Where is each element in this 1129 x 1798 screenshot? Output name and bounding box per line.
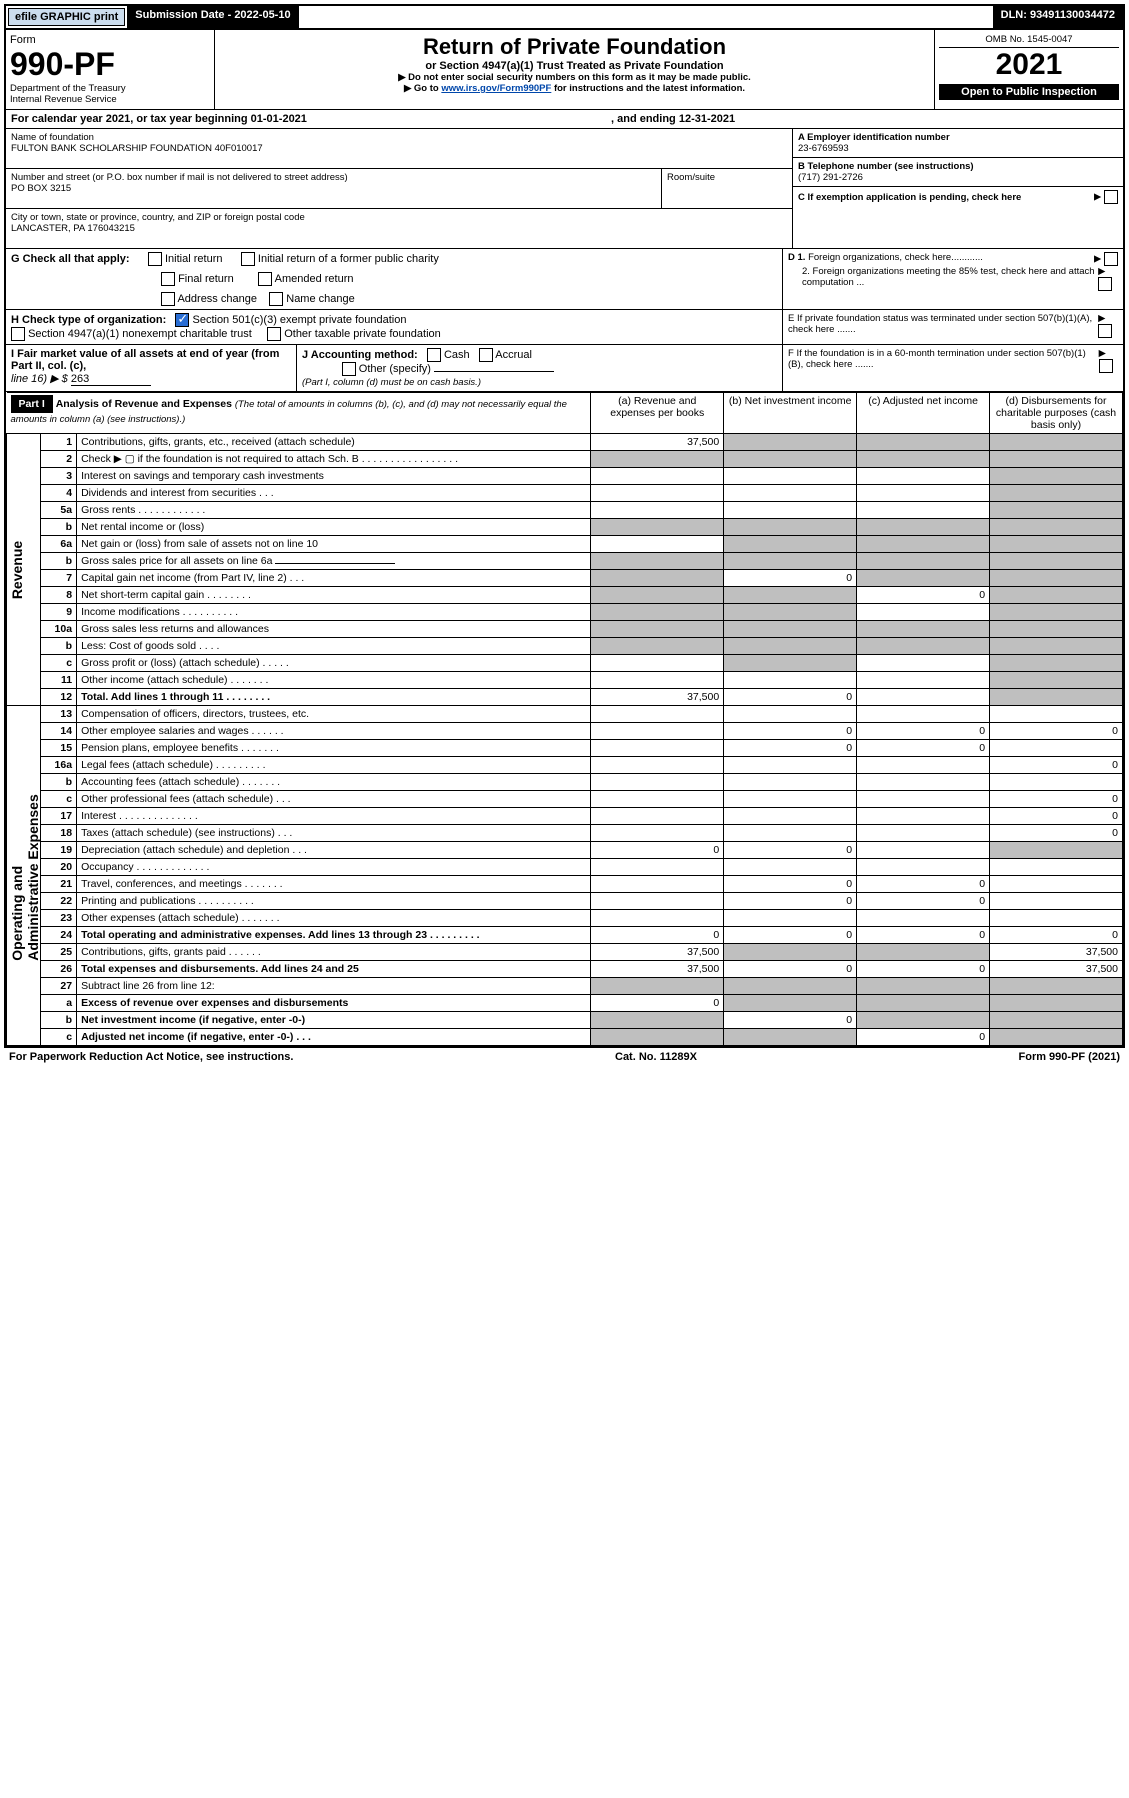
addr-label: Number and street (or P.O. box number if… xyxy=(11,172,656,183)
c-label: C If exemption application is pending, c… xyxy=(798,192,1021,203)
name-label: Name of foundation xyxy=(11,132,787,143)
footer-mid: Cat. No. 11289X xyxy=(615,1051,697,1063)
f-checkbox[interactable] xyxy=(1099,359,1113,373)
e-checkbox[interactable] xyxy=(1098,324,1112,338)
f-block: F If the foundation is in a 60-month ter… xyxy=(783,345,1123,391)
footer-right: Form 990-PF (2021) xyxy=(1019,1051,1120,1063)
form-title: Return of Private Foundation xyxy=(219,34,930,60)
form-number: 990-PF xyxy=(10,46,210,83)
c-checkbox[interactable] xyxy=(1104,190,1118,204)
dln-label: DLN: 93491130034472 xyxy=(993,6,1123,28)
revenue-side-label: Revenue xyxy=(9,540,25,598)
dept-label: Department of the Treasury xyxy=(10,83,210,94)
col-a-header: (a) Revenue and expenses per books xyxy=(591,393,724,434)
instructions-link[interactable]: www.irs.gov/Form990PF xyxy=(441,83,551,94)
city-label: City or town, state or province, country… xyxy=(11,212,787,223)
room-label: Room/suite xyxy=(662,169,792,208)
h1-checkbox[interactable] xyxy=(175,313,189,327)
city-value: LANCASTER, PA 176043215 xyxy=(11,223,787,234)
e-block: E If private foundation status was termi… xyxy=(783,310,1123,344)
g-initial-checkbox[interactable] xyxy=(148,252,162,266)
omb-label: OMB No. 1545-0047 xyxy=(939,34,1119,48)
ein-value: 23-6769593 xyxy=(798,143,1118,154)
h3-checkbox[interactable] xyxy=(267,327,281,341)
form-word: Form xyxy=(10,34,210,46)
g-final-checkbox[interactable] xyxy=(161,272,175,286)
tax-year: 2021 xyxy=(939,48,1119,82)
d1-checkbox[interactable] xyxy=(1104,252,1118,266)
page-footer: For Paperwork Reduction Act Notice, see … xyxy=(4,1048,1125,1066)
header-note2: ▶ Go to www.irs.gov/Form990PF for instru… xyxy=(219,83,930,94)
g-name-checkbox[interactable] xyxy=(269,292,283,306)
h2-checkbox[interactable] xyxy=(11,327,25,341)
col-d-header: (d) Disbursements for charitable purpose… xyxy=(990,393,1123,434)
g-initial-former-checkbox[interactable] xyxy=(241,252,255,266)
phone-value: (717) 291-2726 xyxy=(798,172,1118,183)
footer-left: For Paperwork Reduction Act Notice, see … xyxy=(9,1051,293,1063)
expenses-side-label: Operating and Administrative Expenses xyxy=(9,791,41,961)
j-other-checkbox[interactable] xyxy=(342,362,356,376)
header-note1: ▶ Do not enter social security numbers o… xyxy=(219,72,930,83)
topbar: efile GRAPHIC print Submission Date - 20… xyxy=(6,6,1123,30)
h-block: H Check type of organization: Section 50… xyxy=(6,310,1123,345)
form-container: efile GRAPHIC print Submission Date - 20… xyxy=(4,4,1125,1048)
irs-label: Internal Revenue Service xyxy=(10,94,210,105)
col-c-header: (c) Adjusted net income xyxy=(857,393,990,434)
part1-table: Part I Analysis of Revenue and Expenses … xyxy=(6,392,1123,1046)
j-cash-checkbox[interactable] xyxy=(427,348,441,362)
g-address-checkbox[interactable] xyxy=(161,292,175,306)
addr-value: PO BOX 3215 xyxy=(11,183,656,194)
col-b-header: (b) Net investment income xyxy=(724,393,857,434)
checks-block: G Check all that apply: Initial return I… xyxy=(6,249,1123,310)
h-label: H Check type of organization: xyxy=(11,314,166,326)
foundation-name: FULTON BANK SCHOLARSHIP FOUNDATION 40F01… xyxy=(11,143,787,154)
form-subtitle: or Section 4947(a)(1) Trust Treated as P… xyxy=(219,60,930,72)
d2-checkbox[interactable] xyxy=(1098,277,1112,291)
identity-block: Name of foundation FULTON BANK SCHOLARSH… xyxy=(6,129,1123,249)
ij-block: I Fair market value of all assets at end… xyxy=(6,345,1123,392)
calendar-year-row: For calendar year 2021, or tax year begi… xyxy=(6,110,1123,129)
j-accrual-checkbox[interactable] xyxy=(479,348,493,362)
form-header: Form 990-PF Department of the Treasury I… xyxy=(6,30,1123,110)
ein-label: A Employer identification number xyxy=(798,132,1118,143)
open-inspection: Open to Public Inspection xyxy=(939,84,1119,100)
part1-label: Part I xyxy=(11,395,53,413)
submission-date: Submission Date - 2022-05-10 xyxy=(127,6,298,28)
g-label: G Check all that apply: xyxy=(11,253,130,265)
g-amended-checkbox[interactable] xyxy=(258,272,272,286)
efile-button[interactable]: efile GRAPHIC print xyxy=(8,8,125,26)
fmv-value: 263 xyxy=(71,373,151,386)
phone-label: B Telephone number (see instructions) xyxy=(798,161,1118,172)
